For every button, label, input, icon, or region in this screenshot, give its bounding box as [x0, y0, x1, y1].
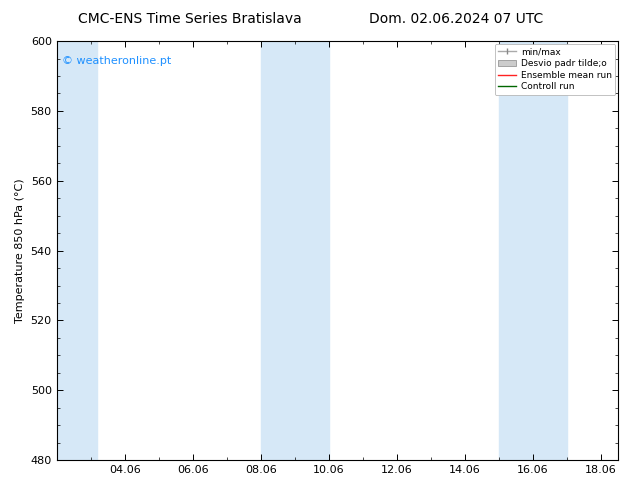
- Bar: [56, 41, 98, 460]
- Text: © weatheronline.pt: © weatheronline.pt: [62, 56, 172, 66]
- Y-axis label: Temperature 850 hPa (°C): Temperature 850 hPa (°C): [15, 178, 25, 323]
- Bar: [499, 41, 567, 460]
- Legend: min/max, Desvio padr tilde;o, Ensemble mean run, Controll run: min/max, Desvio padr tilde;o, Ensemble m…: [495, 44, 616, 95]
- Text: CMC-ENS Time Series Bratislava: CMC-ENS Time Series Bratislava: [79, 12, 302, 26]
- Bar: [261, 41, 329, 460]
- Text: Dom. 02.06.2024 07 UTC: Dom. 02.06.2024 07 UTC: [370, 12, 543, 26]
